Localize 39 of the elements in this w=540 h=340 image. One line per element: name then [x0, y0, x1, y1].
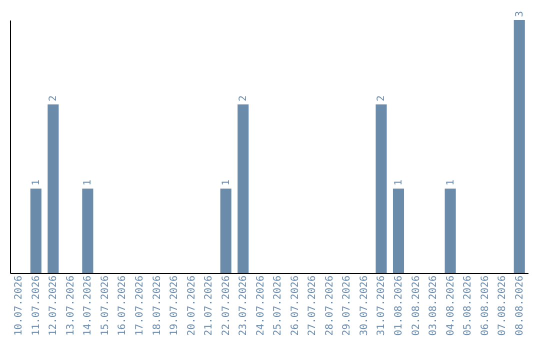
- x-tick-label: 20.07.2026: [186, 276, 198, 336]
- data-label: 1: [220, 180, 232, 186]
- x-tick-label: 05.08.2026: [462, 276, 474, 336]
- x-tick-label: 23.07.2026: [238, 276, 250, 336]
- x-tick-label: 18.07.2026: [152, 276, 163, 336]
- data-label: 1: [394, 180, 404, 186]
- x-tick-label: 26.07.2026: [290, 276, 301, 336]
- data-label: 2: [238, 95, 250, 102]
- data-label: 1: [445, 180, 456, 186]
- x-tick-label: 11.07.2026: [30, 276, 42, 336]
- x-tick-label: 27.07.2026: [307, 276, 318, 336]
- x-tick-label: 01.08.2026: [394, 276, 404, 336]
- x-tick-label: 29.07.2026: [342, 276, 353, 336]
- x-tick-label: 15.07.2026: [100, 276, 111, 336]
- data-label: 3: [514, 10, 526, 17]
- x-tick-label: 13.07.2026: [65, 276, 76, 336]
- data-label: 1: [82, 180, 94, 186]
- x-tick-label: 07.08.2026: [497, 276, 508, 336]
- data-label: 2: [376, 95, 388, 102]
- data-label: 2: [48, 95, 60, 102]
- x-tick-label: 25.07.2026: [272, 276, 284, 336]
- x-tick-label: 06.08.2026: [480, 276, 491, 336]
- x-tick-label: 16.07.2026: [117, 276, 128, 336]
- x-tick-label: 31.07.2026: [376, 276, 388, 336]
- data-label: 1: [30, 180, 42, 186]
- x-tick-label: 12.07.2026: [48, 276, 60, 336]
- x-tick-label: 14.07.2026: [82, 276, 94, 336]
- x-tick-label: 22.07.2026: [220, 276, 232, 336]
- x-tick-label: 04.08.2026: [445, 276, 456, 336]
- x-tick-label: 02.08.2026: [410, 276, 422, 336]
- x-tick-label: 10.07.2026: [14, 276, 25, 336]
- x-tick-label: 24.07.2026: [255, 276, 266, 336]
- x-tick-label: 17.07.2026: [134, 276, 146, 336]
- x-tick-label: 03.08.2026: [428, 276, 440, 336]
- x-tick-label: 08.08.2026: [514, 276, 526, 336]
- x-tick-label: 19.07.2026: [169, 276, 180, 336]
- x-tick-label: 28.07.2026: [324, 276, 336, 336]
- x-tick-label: 21.07.2026: [204, 276, 215, 336]
- x-tick-label: 30.07.2026: [358, 276, 370, 336]
